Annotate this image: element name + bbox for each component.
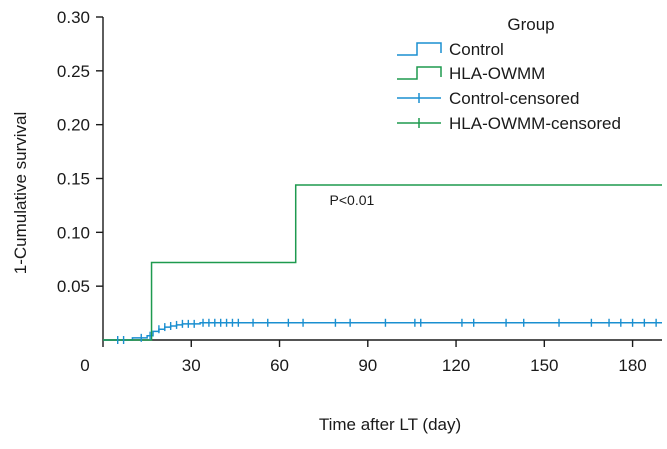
legend-label-hla-owmm-censored: HLA-OWMM-censored: [449, 114, 621, 133]
legend-label-control-censored: Control-censored: [449, 89, 579, 108]
series-line-control: [103, 322, 662, 341]
x-tick-label: 150: [530, 356, 558, 375]
censor-markers: [117, 318, 657, 344]
legend-symbol-hla-owmm: [397, 66, 442, 80]
y-tick-label: 0.25: [57, 62, 90, 81]
legend-symbol-control: [397, 42, 442, 56]
y-tick-label: 0.20: [57, 116, 90, 135]
legend: Group Control HLA-OWMM Control-censored HLA…: [397, 15, 621, 133]
legend-label-control: Control: [449, 40, 504, 59]
x-tick-label: 0: [80, 356, 89, 375]
p-value-annotation: P<0.01: [330, 192, 375, 208]
x-tick-label: 90: [358, 356, 377, 375]
y-tick-label: 0.15: [57, 170, 90, 189]
x-tick-label: 30: [182, 356, 201, 375]
series-lines: [103, 184, 662, 341]
x-tick-label: 180: [618, 356, 646, 375]
x-axis-label: Time after LT (day): [319, 415, 461, 434]
x-tick-label: 60: [270, 356, 289, 375]
series-line-hla-owmm: [103, 184, 662, 341]
y-tick-label: 0.10: [57, 223, 90, 242]
y-tick-label: 0.30: [57, 8, 90, 27]
legend-label-hla-owmm: HLA-OWMM: [449, 64, 545, 83]
y-tick-label: 0.05: [57, 277, 90, 296]
x-tick-label: 120: [442, 356, 470, 375]
axes: 0.05 0.10 0.15 0.20 0.25 0.30 0 30 60 90 120 150 180: [57, 8, 662, 375]
legend-title: Group: [507, 15, 554, 34]
y-axis-label: 1-Cumulative survival: [11, 112, 30, 275]
